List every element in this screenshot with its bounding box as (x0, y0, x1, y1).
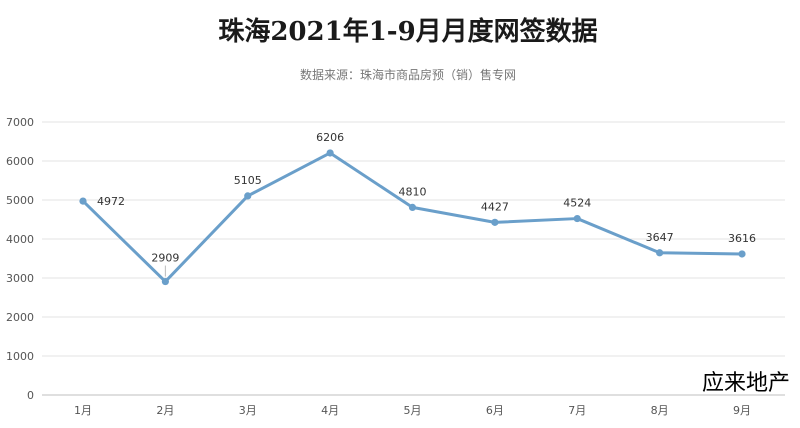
data-point (326, 149, 334, 157)
data-label: 6206 (316, 131, 344, 144)
chart-subtitle: 数据来源：珠海市商品房预（销）售专网 (300, 67, 516, 82)
x-tick-label: 6月 (486, 404, 504, 417)
data-label: 2909 (151, 252, 179, 265)
data-label: 5105 (234, 174, 262, 187)
x-tick-label: 5月 (404, 404, 422, 417)
x-tick-label: 8月 (651, 404, 669, 417)
x-tick-label: 2月 (156, 404, 174, 417)
y-tick-label: 4000 (6, 233, 34, 246)
x-tick-label: 7月 (568, 404, 586, 417)
y-tick-label: 1000 (6, 350, 34, 363)
x-tick-label: 1月 (74, 404, 92, 417)
y-tick-label: 7000 (6, 116, 34, 129)
data-point (656, 249, 664, 257)
y-tick-label: 2000 (6, 311, 34, 324)
y-tick-label: 6000 (6, 155, 34, 168)
data-label: 4810 (399, 185, 427, 198)
data-label: 4972 (97, 195, 125, 208)
series-line (81, 151, 743, 284)
data-point (79, 197, 87, 205)
x-tick-label: 9月 (733, 404, 751, 417)
y-axis: 0 1000 2000 3000 4000 5000 6000 7000 (6, 116, 34, 402)
data-label: 3647 (646, 231, 674, 244)
data-point (491, 218, 499, 226)
data-point (573, 214, 581, 223)
data-label: 4427 (481, 200, 509, 213)
y-tick-label: 0 (27, 389, 34, 402)
series-group: 4972 2909 5105 6206 4810 4427 4524 3647 3616 (79, 131, 756, 286)
x-axis: 1月 2月 3月 4月 5月 6月 7月 8月 9月 (74, 404, 751, 417)
x-tick-label: 4月 (321, 404, 339, 417)
chart-title: 珠海2021年1-9月月度网签数据 (218, 16, 597, 47)
y-tick-label: 5000 (6, 194, 34, 207)
x-tick-label: 3月 (239, 404, 257, 417)
watermark-text: 应来地产 (702, 371, 790, 396)
y-tick-label: 3000 (6, 272, 34, 285)
data-label: 4524 (563, 197, 591, 210)
data-point (161, 277, 169, 286)
data-label: 3616 (728, 232, 756, 245)
data-point (244, 192, 252, 200)
data-point (738, 250, 746, 258)
data-point (408, 203, 417, 212)
